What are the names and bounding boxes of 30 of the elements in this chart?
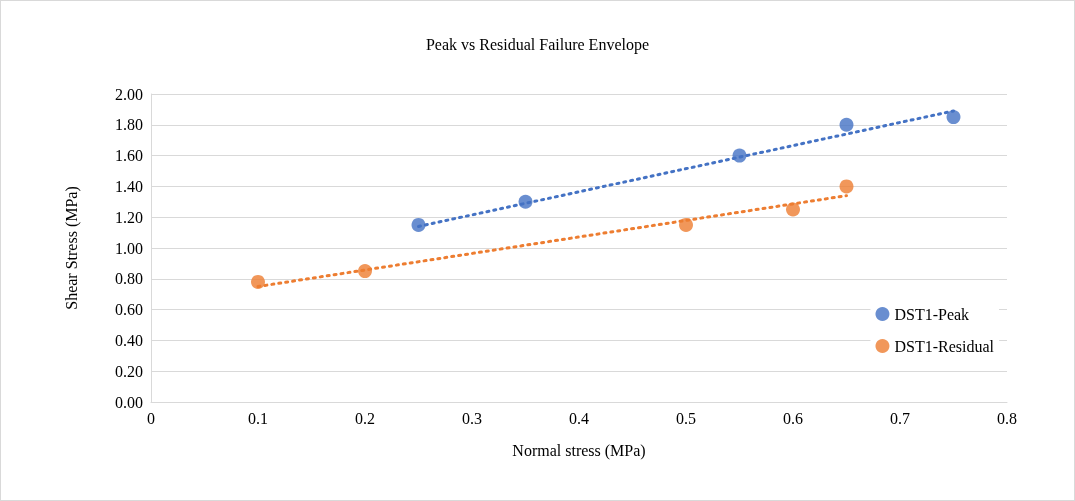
point [946,110,961,125]
y-tick-label: 1.60 [115,147,143,165]
x-tick-label: 0.4 [569,409,589,427]
point [839,179,854,194]
y-tick-label: 1.40 [115,177,143,195]
y-tick-label: 0.80 [115,270,143,288]
x-tick-label: 0.1 [248,409,268,427]
x-tick-label: 0.3 [462,409,482,427]
x-tick-label: 0.8 [997,409,1017,427]
legend-label: DST1-Residual [894,337,995,355]
x-tick-label: 0.7 [890,409,910,427]
y-tick-label: 1.00 [115,239,143,257]
y-axis-title: Shear Stress (MPa) [62,186,81,310]
x-tick-label: 0 [147,409,155,427]
point [251,274,265,289]
x-tick-label: 0.2 [355,409,375,427]
y-tick-label: 0.20 [115,362,143,380]
y-tick-label: 0.00 [115,393,143,411]
point [839,117,854,132]
x-tick-label: 0.5 [676,409,696,427]
chart-title: Peak vs Residual Failure Envelope [425,35,650,54]
x-tick-label: 0.6 [783,409,803,427]
y-tick-label: 1.80 [115,116,143,134]
x-axis-title: Normal stress (MPa) [512,441,646,460]
y-tick-label: 0.40 [115,331,143,349]
y-tick-label: 2.00 [115,85,143,103]
y-tick-label: 1.20 [115,208,143,226]
legend-label: DST1-Peak [894,305,970,323]
point [786,202,800,217]
y-tick-label: 0.60 [115,301,143,319]
